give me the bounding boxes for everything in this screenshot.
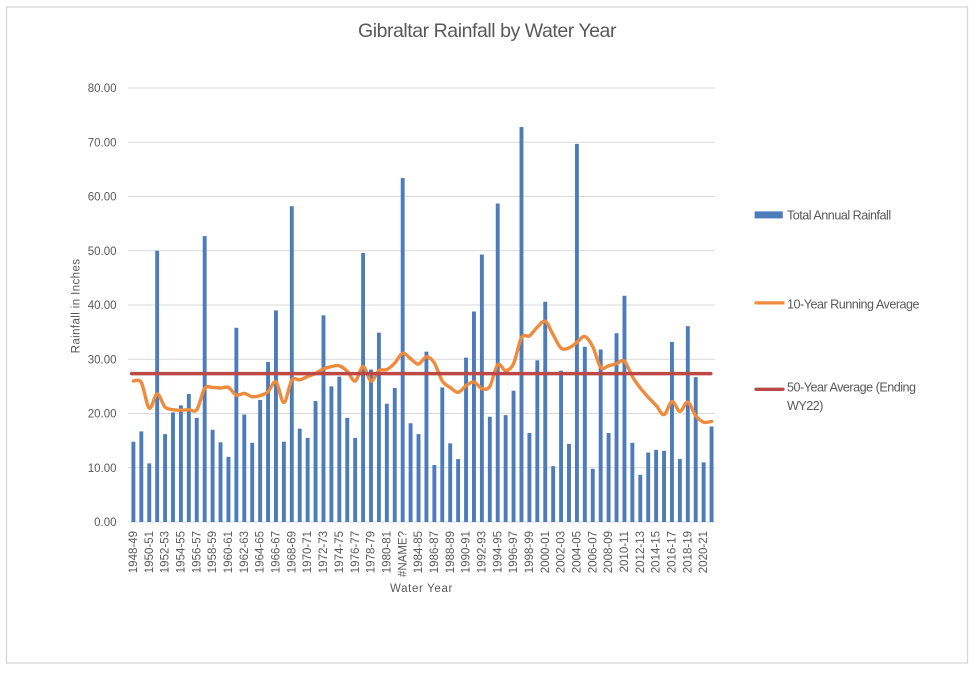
- svg-text:1956-57: 1956-57: [191, 531, 203, 573]
- svg-text:50-Year Average (Ending: 50-Year Average (Ending: [787, 381, 916, 395]
- svg-text:80.00: 80.00: [88, 83, 117, 95]
- svg-text:2016-17: 2016-17: [667, 531, 679, 573]
- svg-text:Water Year: Water Year: [390, 583, 453, 595]
- svg-text:40.00: 40.00: [88, 300, 117, 312]
- svg-text:Total Annual Rainfall: Total Annual Rainfall: [787, 209, 891, 223]
- svg-text:2008-09: 2008-09: [603, 531, 615, 573]
- svg-text:2000-01: 2000-01: [540, 531, 552, 573]
- svg-text:1998-99: 1998-99: [524, 531, 536, 573]
- svg-text:1962-63: 1962-63: [239, 531, 251, 573]
- svg-text:#NAME?: #NAME?: [397, 531, 409, 577]
- svg-text:WY22): WY22): [787, 399, 823, 413]
- svg-text:1972-73: 1972-73: [318, 531, 330, 573]
- svg-text:1990-91: 1990-91: [461, 531, 473, 573]
- svg-text:1996-97: 1996-97: [508, 531, 520, 573]
- svg-text:10-Year Running Average: 10-Year Running Average: [787, 298, 920, 312]
- svg-text:1948-49: 1948-49: [128, 531, 140, 573]
- svg-text:1994-95: 1994-95: [492, 531, 504, 573]
- svg-text:1966-67: 1966-67: [271, 531, 283, 573]
- svg-text:2020-21: 2020-21: [698, 531, 710, 573]
- svg-text:1978-79: 1978-79: [366, 531, 378, 573]
- svg-text:1984-85: 1984-85: [413, 531, 425, 573]
- svg-text:2006-07: 2006-07: [587, 531, 599, 573]
- svg-text:1960-61: 1960-61: [223, 531, 235, 573]
- svg-text:1958-59: 1958-59: [207, 531, 219, 573]
- svg-text:1988-89: 1988-89: [445, 531, 457, 573]
- svg-text:2014-15: 2014-15: [651, 531, 663, 573]
- svg-text:Rainfall in Inches: Rainfall in Inches: [71, 259, 83, 354]
- svg-text:1968-69: 1968-69: [286, 531, 298, 573]
- svg-text:1992-93: 1992-93: [476, 531, 488, 573]
- svg-text:2010-11: 2010-11: [619, 531, 631, 572]
- svg-text:1954-55: 1954-55: [176, 531, 188, 573]
- svg-text:1980-81: 1980-81: [381, 531, 393, 573]
- svg-text:1970-71: 1970-71: [302, 531, 314, 573]
- svg-text:50.00: 50.00: [88, 246, 117, 258]
- svg-text:10.00: 10.00: [88, 463, 117, 475]
- svg-text:1964-65: 1964-65: [255, 531, 267, 573]
- svg-text:20.00: 20.00: [88, 409, 117, 421]
- svg-text:30.00: 30.00: [88, 354, 117, 366]
- svg-text:2018-19: 2018-19: [682, 531, 694, 573]
- svg-text:2002-03: 2002-03: [556, 531, 568, 573]
- svg-text:70.00: 70.00: [88, 137, 117, 149]
- svg-text:1974-75: 1974-75: [334, 531, 346, 573]
- svg-text:2012-13: 2012-13: [635, 531, 647, 573]
- svg-text:1952-53: 1952-53: [160, 531, 172, 573]
- svg-text:1976-77: 1976-77: [350, 531, 362, 573]
- svg-text:Gibraltar Rainfall by Water Ye: Gibraltar Rainfall by Water Year: [358, 20, 617, 42]
- svg-text:2004-05: 2004-05: [572, 531, 584, 573]
- svg-text:60.00: 60.00: [88, 192, 117, 204]
- svg-text:1986-87: 1986-87: [429, 531, 441, 573]
- svg-text:0.00: 0.00: [94, 517, 116, 529]
- svg-text:1950-51: 1950-51: [144, 531, 156, 573]
